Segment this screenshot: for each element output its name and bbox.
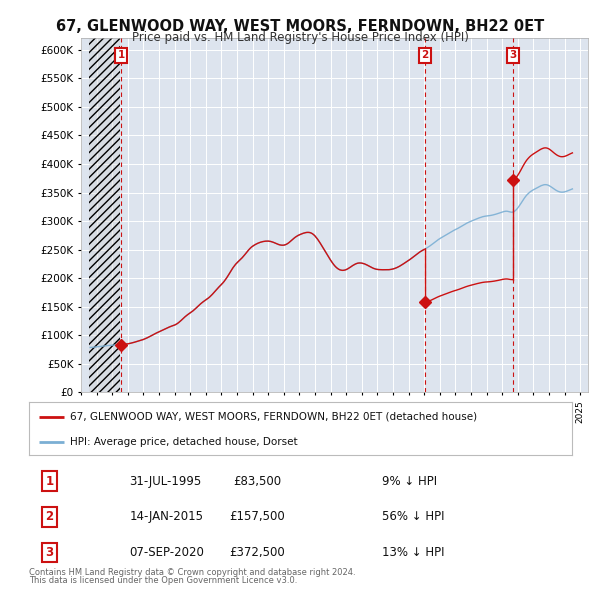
Text: 1: 1 <box>46 475 53 488</box>
Text: Contains HM Land Registry data © Crown copyright and database right 2024.: Contains HM Land Registry data © Crown c… <box>29 568 355 576</box>
Text: 13% ↓ HPI: 13% ↓ HPI <box>382 546 444 559</box>
Text: HPI: Average price, detached house, Dorset: HPI: Average price, detached house, Dors… <box>70 437 297 447</box>
Text: 2: 2 <box>46 510 53 523</box>
Text: 67, GLENWOOD WAY, WEST MOORS, FERNDOWN, BH22 0ET: 67, GLENWOOD WAY, WEST MOORS, FERNDOWN, … <box>56 19 544 34</box>
Text: 67, GLENWOOD WAY, WEST MOORS, FERNDOWN, BH22 0ET (detached house): 67, GLENWOOD WAY, WEST MOORS, FERNDOWN, … <box>70 412 476 422</box>
Text: 3: 3 <box>46 546 53 559</box>
Text: This data is licensed under the Open Government Licence v3.0.: This data is licensed under the Open Gov… <box>29 576 297 585</box>
Text: £372,500: £372,500 <box>229 546 285 559</box>
Text: 14-JAN-2015: 14-JAN-2015 <box>129 510 203 523</box>
Text: 3: 3 <box>509 51 517 61</box>
Text: £157,500: £157,500 <box>229 510 285 523</box>
Text: 31-JUL-1995: 31-JUL-1995 <box>129 475 202 488</box>
Text: 1: 1 <box>118 51 125 61</box>
Text: 56% ↓ HPI: 56% ↓ HPI <box>382 510 444 523</box>
Text: £83,500: £83,500 <box>233 475 281 488</box>
Text: 2: 2 <box>421 51 428 61</box>
Text: 9% ↓ HPI: 9% ↓ HPI <box>382 475 437 488</box>
Text: Price paid vs. HM Land Registry's House Price Index (HPI): Price paid vs. HM Land Registry's House … <box>131 31 469 44</box>
Text: 07-SEP-2020: 07-SEP-2020 <box>129 546 204 559</box>
